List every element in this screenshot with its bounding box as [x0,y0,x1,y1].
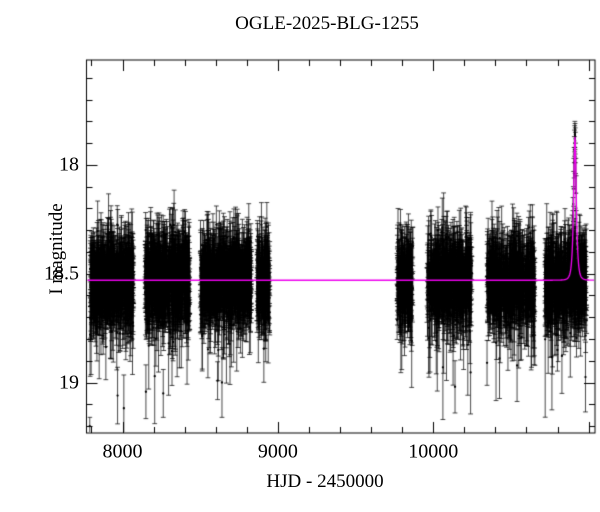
y-tick-label-18: 18 [59,153,79,176]
y-tick-label-18p5: 18.5 [44,262,79,285]
plot-title: OGLE-2025-BLG-1255 [235,13,419,34]
x-tick-label-9000: 9000 [257,440,298,463]
x-tick-label-10000: 10000 [408,440,459,463]
x-axis-label: HJD - 2450000 [266,471,384,492]
y-tick-label-19: 19 [59,371,79,393]
x-tick-label-8000: 8000 [102,440,143,463]
